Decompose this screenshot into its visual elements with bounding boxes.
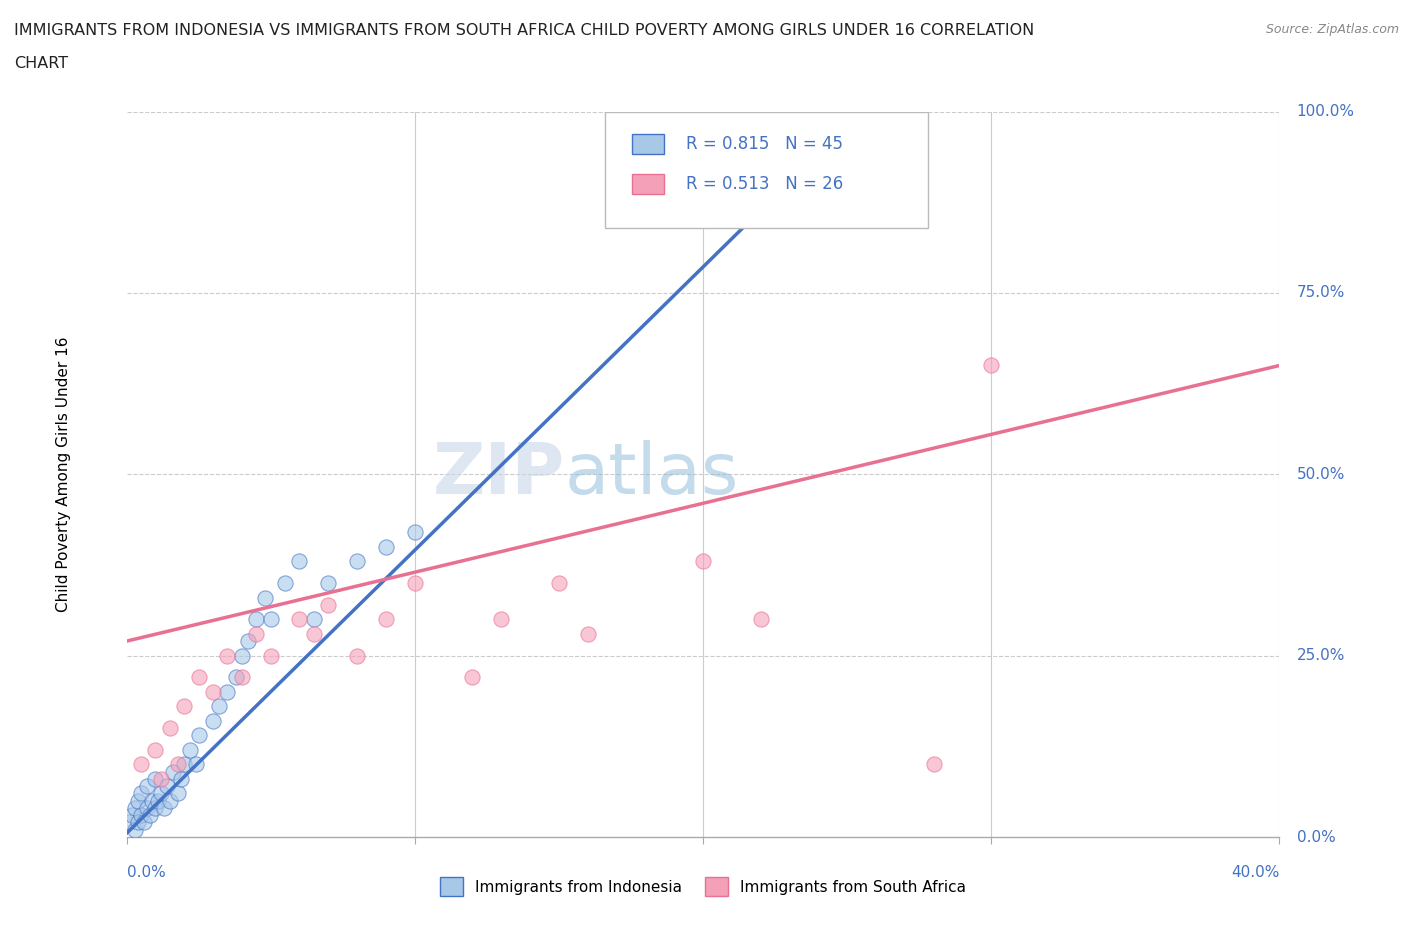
Point: [132, 815, 155, 830]
Text: ZIP: ZIP: [433, 440, 565, 509]
Point: [302, 612, 325, 627]
Text: IMMIGRANTS FROM INDONESIA VS IMMIGRANTS FROM SOUTH AFRICA CHILD POVERTY AMONG GI: IMMIGRANTS FROM INDONESIA VS IMMIGRANTS …: [14, 23, 1035, 38]
Point: [129, 808, 152, 823]
Point: [548, 576, 571, 591]
Point: [162, 764, 184, 779]
Point: [148, 793, 170, 808]
Point: [145, 742, 166, 757]
Text: R = 0.815   N = 45: R = 0.815 N = 45: [686, 135, 842, 153]
Point: [217, 684, 239, 699]
Bar: [631, 134, 664, 154]
Text: 0.0%: 0.0%: [127, 865, 166, 880]
Point: [202, 713, 225, 728]
Legend: Immigrants from Indonesia, Immigrants from South Africa: Immigrants from Indonesia, Immigrants fr…: [434, 871, 972, 902]
Point: [141, 793, 163, 808]
Text: CHART: CHART: [14, 56, 67, 71]
Text: 0.0%: 0.0%: [1296, 830, 1336, 844]
Point: [374, 612, 398, 627]
Text: 100.0%: 100.0%: [1296, 104, 1355, 119]
Point: [153, 801, 176, 816]
Point: [179, 742, 201, 757]
Point: [274, 576, 297, 591]
Point: [129, 757, 152, 772]
Point: [145, 772, 166, 787]
Bar: [631, 174, 664, 194]
Point: [127, 793, 149, 808]
Point: [187, 670, 209, 684]
Point: [576, 627, 599, 642]
Point: [135, 801, 157, 816]
Point: [288, 554, 311, 569]
Point: [156, 778, 179, 793]
Point: [118, 815, 141, 830]
Point: [217, 648, 239, 663]
Point: [167, 757, 190, 772]
Point: [187, 728, 209, 743]
Text: Source: ZipAtlas.com: Source: ZipAtlas.com: [1265, 23, 1399, 36]
Point: [159, 721, 181, 736]
Point: [184, 757, 207, 772]
Text: atlas: atlas: [565, 440, 740, 509]
Point: [127, 815, 149, 830]
Point: [404, 576, 426, 591]
Point: [124, 822, 146, 837]
Point: [692, 554, 714, 569]
Point: [231, 648, 253, 663]
Point: [236, 633, 259, 648]
FancyBboxPatch shape: [605, 112, 928, 228]
Point: [225, 670, 247, 684]
Point: [202, 684, 225, 699]
Point: [167, 786, 190, 801]
Point: [129, 786, 152, 801]
Text: 25.0%: 25.0%: [1296, 648, 1346, 663]
Point: [346, 554, 368, 569]
Point: [150, 772, 173, 787]
Point: [208, 699, 231, 714]
Point: [231, 670, 253, 684]
Point: [245, 627, 267, 642]
Point: [159, 793, 181, 808]
Point: [259, 612, 281, 627]
Point: [124, 801, 146, 816]
Point: [245, 612, 267, 627]
Point: [749, 133, 772, 148]
Point: [259, 648, 281, 663]
Point: [374, 539, 398, 554]
Text: R = 0.513   N = 26: R = 0.513 N = 26: [686, 175, 844, 193]
Point: [150, 786, 173, 801]
Point: [302, 627, 325, 642]
Point: [173, 757, 195, 772]
Point: [404, 525, 426, 539]
Point: [461, 670, 484, 684]
Point: [288, 612, 311, 627]
Point: [170, 772, 193, 787]
Text: 75.0%: 75.0%: [1296, 286, 1346, 300]
Point: [779, 104, 801, 119]
Point: [318, 576, 340, 591]
Point: [318, 597, 340, 612]
Text: Child Poverty Among Girls Under 16: Child Poverty Among Girls Under 16: [56, 337, 70, 612]
Point: [173, 699, 195, 714]
Point: [749, 612, 772, 627]
Point: [145, 801, 166, 816]
Point: [980, 358, 1002, 373]
Point: [138, 808, 160, 823]
Point: [253, 591, 276, 605]
Point: [489, 612, 512, 627]
Point: [135, 778, 157, 793]
Text: 40.0%: 40.0%: [1232, 865, 1279, 880]
Point: [346, 648, 368, 663]
Point: [922, 757, 945, 772]
Point: [121, 808, 143, 823]
Text: 50.0%: 50.0%: [1296, 467, 1346, 482]
